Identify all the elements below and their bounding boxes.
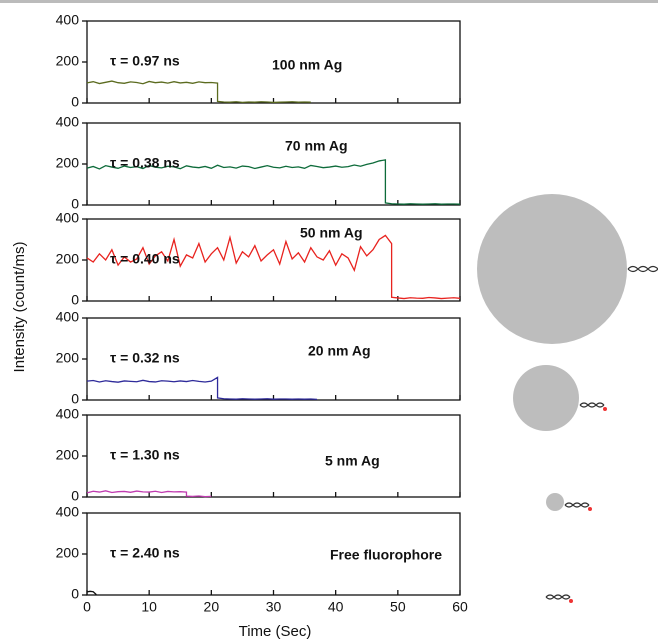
dna	[627, 265, 658, 273]
y-tick-label: 200	[56, 155, 80, 171]
y-tick-label: 400	[56, 406, 80, 422]
trace	[86, 376, 318, 401]
y-tick-label: 400	[56, 309, 80, 325]
y-tick-label: 0	[71, 292, 79, 308]
annotation: τ = 2.40 ns	[110, 545, 180, 561]
dna	[579, 402, 605, 408]
annotation: τ = 0.38 ns	[110, 155, 180, 171]
panel-label: Free fluorophore	[330, 547, 442, 563]
annotation: τ = 0.40 ns	[110, 251, 180, 267]
y-tick-label: 0	[71, 586, 79, 602]
annotation: τ = 0.32 ns	[110, 350, 180, 366]
dna	[564, 502, 590, 508]
y-tick-label: 0	[71, 391, 79, 407]
y-tick-label: 0	[71, 94, 79, 110]
dna	[564, 502, 590, 508]
y-axis-label: Intensity (count/ms)	[11, 242, 28, 373]
panel-label: 50 nm Ag	[300, 225, 363, 241]
y-tick-label: 200	[56, 251, 80, 267]
particle-20nm	[513, 365, 579, 431]
dna	[627, 265, 658, 273]
x-tick-label: 20	[204, 599, 220, 615]
y-tick-label: 200	[56, 350, 80, 366]
y-tick-label: 400	[56, 504, 80, 520]
panel-label: 70 nm Ag	[285, 138, 348, 154]
trace	[86, 490, 212, 498]
top-border	[0, 0, 658, 3]
x-tick-label: 40	[328, 599, 344, 615]
panel-label: 100 nm Ag	[272, 57, 342, 73]
x-tick-label: 50	[390, 599, 406, 615]
x-tick-label: 10	[141, 599, 157, 615]
dye	[603, 407, 607, 411]
trace	[86, 590, 97, 596]
x-axis-label: Time (Sec)	[239, 623, 312, 640]
dna	[545, 594, 571, 600]
panel-label: 5 nm Ag	[325, 453, 380, 469]
x-tick-label: 60	[452, 599, 468, 615]
dna	[579, 402, 605, 408]
y-tick-label: 400	[56, 12, 80, 28]
illustrations	[477, 194, 658, 603]
dna	[545, 594, 571, 600]
annotation: τ = 0.97 ns	[110, 53, 180, 69]
trace	[86, 80, 311, 104]
y-tick-label: 400	[56, 114, 80, 130]
x-tick-label: 0	[83, 599, 91, 615]
dye	[588, 507, 592, 511]
particle-100nm	[477, 194, 627, 344]
y-tick-label: 200	[56, 447, 80, 463]
x-tick-label: 30	[266, 599, 282, 615]
trace	[86, 234, 461, 300]
dye	[569, 599, 573, 603]
y-tick-label: 0	[71, 488, 79, 504]
annotation: τ = 1.30 ns	[110, 447, 180, 463]
particle-5nm	[546, 493, 564, 511]
y-tick-label: 200	[56, 53, 80, 69]
y-tick-label: 0	[71, 196, 79, 212]
y-tick-label: 200	[56, 545, 80, 561]
y-tick-label: 400	[56, 210, 80, 226]
panel-label: 20 nm Ag	[308, 343, 371, 359]
trace	[86, 159, 461, 205]
